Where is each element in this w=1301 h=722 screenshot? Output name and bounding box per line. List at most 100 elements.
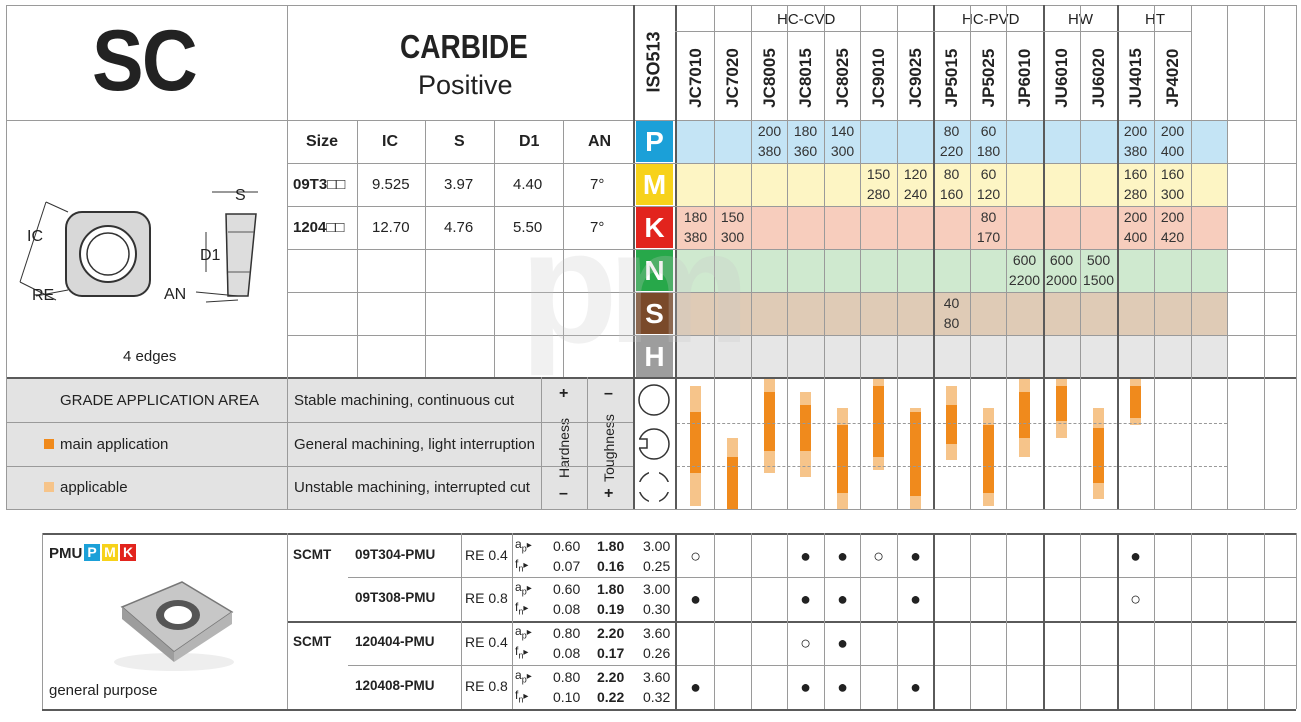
grid-vline xyxy=(751,5,752,509)
grade-jc8005: JC8005 xyxy=(751,40,788,116)
cutting-speed: 360 xyxy=(793,143,818,159)
cutting-speed: 200 xyxy=(1160,123,1185,139)
param-letter: a xyxy=(515,580,522,594)
cutting-speed: 200 xyxy=(1123,123,1148,139)
band-m xyxy=(677,163,1227,206)
feed-rate: 0.08 xyxy=(553,645,581,661)
grade-label: JC8015 xyxy=(795,48,815,108)
insert-code: 09T304-PMU xyxy=(355,547,436,562)
grade-jc8015: JC8015 xyxy=(787,40,824,116)
header-material: CARBIDE Positive xyxy=(288,6,633,119)
grid-hline xyxy=(6,422,633,423)
grid-hline xyxy=(287,163,1296,164)
iso-tile-k: K xyxy=(636,207,673,248)
possible-mark-icon: ○ xyxy=(800,633,811,653)
toughness-minus: – xyxy=(604,385,613,402)
grid-vline xyxy=(633,5,635,509)
arrow-icon: ▸ xyxy=(523,691,529,702)
cutting-speed: 120 xyxy=(976,186,1001,202)
iso-header: ISO513 xyxy=(634,6,675,119)
cutting-speed: 280 xyxy=(1123,186,1148,202)
hardness-plus: + xyxy=(559,385,569,402)
group-hc-pvd: HC-PVD xyxy=(962,11,1020,28)
grid-vline xyxy=(787,5,788,509)
grid-vline xyxy=(587,377,588,509)
grid-vline xyxy=(494,120,495,377)
main-application-bar xyxy=(1093,428,1104,483)
grid-vline xyxy=(897,5,898,509)
dim-d1: 5.50 xyxy=(513,219,543,236)
cutting-speed: 400 xyxy=(1123,229,1148,245)
grade-jc8025: JC8025 xyxy=(824,40,861,116)
fn-label: fn▸ xyxy=(515,600,528,616)
toughness-plus: + xyxy=(604,485,614,502)
param-subscript: n xyxy=(518,606,524,617)
grid-vline xyxy=(461,533,462,709)
grid-vline xyxy=(512,533,513,709)
grid-hline xyxy=(42,709,1296,711)
main-application-bar xyxy=(946,405,957,444)
cutting-speed: 600 xyxy=(1049,252,1074,268)
param-subscript: n xyxy=(518,563,524,574)
cutting-speed: 160 xyxy=(939,186,964,202)
param-subscript: p xyxy=(521,674,527,685)
grid-vline xyxy=(860,5,861,509)
param-subscript: p xyxy=(521,586,527,597)
dim-size: 1204□□ xyxy=(293,219,345,236)
feed-rate: 0.17 xyxy=(597,645,625,661)
cutting-speed: 200 xyxy=(1160,209,1185,225)
recommended-mark-icon: ● xyxy=(910,546,921,566)
grid-vline xyxy=(1264,533,1265,709)
grid-hline xyxy=(6,5,1296,6)
grid-hline xyxy=(6,466,633,467)
cutting-speed: 80 xyxy=(943,123,960,139)
grade-label: JC7020 xyxy=(722,48,742,108)
grid-vline xyxy=(714,5,715,509)
grid-vline xyxy=(1006,533,1007,709)
grade-label: JP5015 xyxy=(941,48,961,108)
insert-code: 120408-PMU xyxy=(355,678,435,693)
depth-of-cut: 0.60 xyxy=(553,538,581,554)
product-caption: general purpose xyxy=(49,682,158,699)
recommended-mark-icon: ● xyxy=(837,633,848,653)
depth-of-cut: 0.60 xyxy=(553,581,581,597)
grid-vline xyxy=(1080,5,1081,509)
cutting-speed: 200 xyxy=(1123,209,1148,225)
recommended-mark-icon: ● xyxy=(910,677,921,697)
main-application-bar xyxy=(983,424,994,494)
grid-vline xyxy=(1154,533,1155,709)
grade-ju4015: JU4015 xyxy=(1117,40,1154,116)
ap-label: ap▸ xyxy=(515,580,532,596)
grade-label: JP6010 xyxy=(1014,48,1034,108)
fn-label: fn▸ xyxy=(515,688,528,704)
corner-radius: RE 0.8 xyxy=(465,590,508,606)
cutting-speed: 1500 xyxy=(1082,272,1115,288)
feed-rate: 0.10 xyxy=(553,689,581,705)
ap-label: ap▸ xyxy=(515,668,532,684)
hardness-label: Hardness xyxy=(556,418,572,478)
grade-label: JP5025 xyxy=(978,48,998,108)
depth-of-cut: 0.80 xyxy=(553,669,581,685)
iso-tile-m: M xyxy=(636,164,673,205)
corner-radius: RE 0.8 xyxy=(465,678,508,694)
cutting-speed: 170 xyxy=(976,229,1001,245)
iso-label: ISO513 xyxy=(643,31,664,93)
grade-label: JC9025 xyxy=(905,48,925,108)
cutting-speed: 300 xyxy=(720,229,745,245)
header-code: SC xyxy=(6,6,286,119)
label-d1: D1 xyxy=(200,247,221,264)
cutting-speed: 80 xyxy=(980,209,997,225)
depth-of-cut: 1.80 xyxy=(597,538,625,554)
corner-radius: RE 0.4 xyxy=(465,634,508,650)
label-ic: IC xyxy=(27,228,43,245)
dim-an: 7° xyxy=(590,219,605,236)
material-subtype: Positive xyxy=(418,70,513,100)
grid-vline xyxy=(675,5,677,509)
grade-label: JC8025 xyxy=(832,48,852,108)
grid-vline xyxy=(933,533,935,709)
iso-tile-s: S xyxy=(636,293,673,334)
main-application-bar xyxy=(764,392,775,451)
grid-vline xyxy=(1191,5,1192,509)
dim-header-ic: IC xyxy=(382,133,398,150)
grid-vline xyxy=(751,533,752,709)
